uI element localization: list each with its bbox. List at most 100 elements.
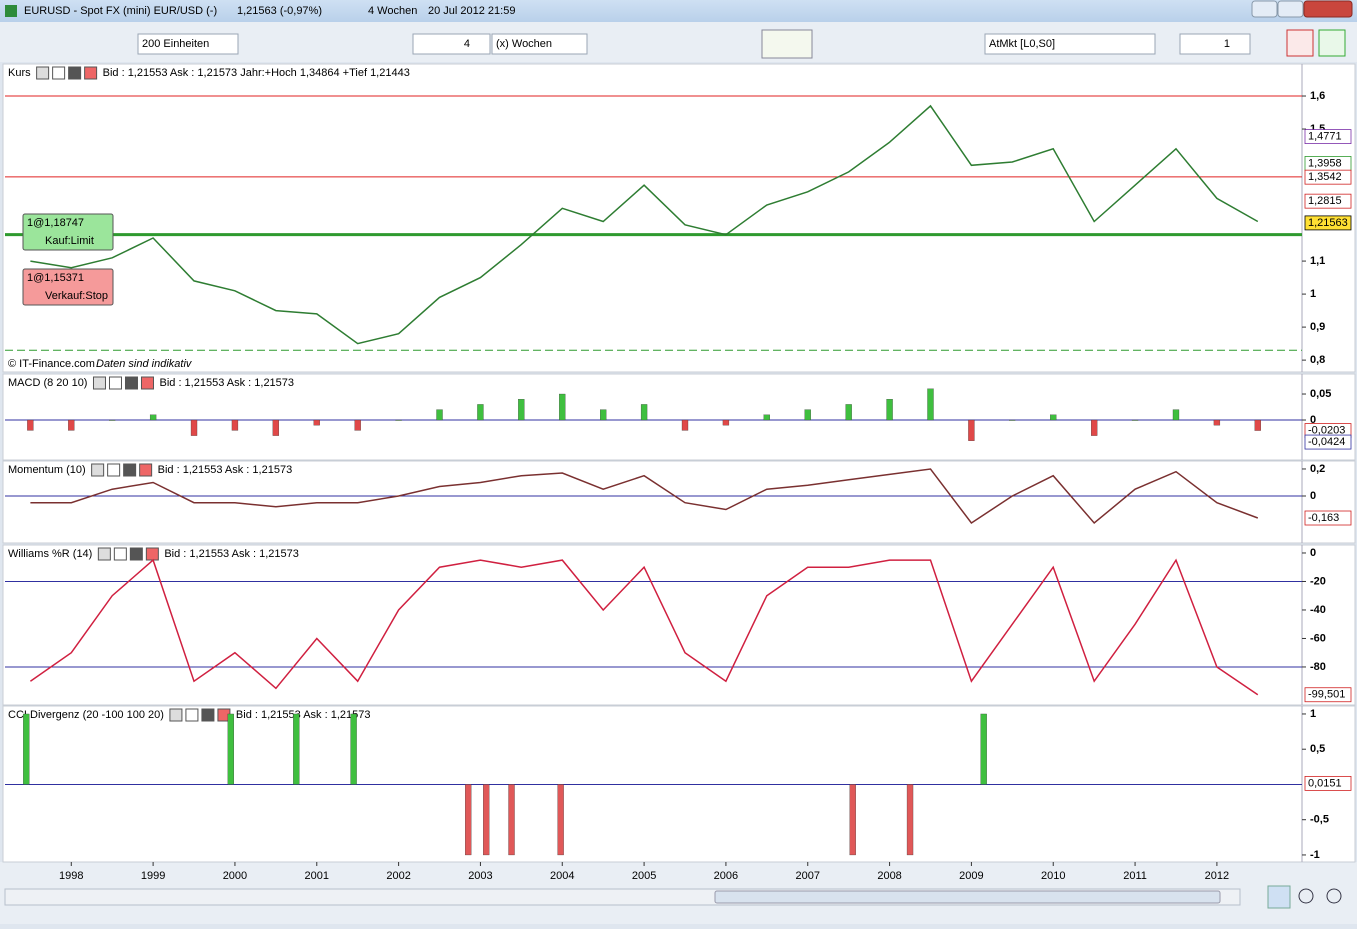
bar bbox=[968, 419, 975, 441]
close-button[interactable] bbox=[1303, 0, 1353, 18]
bar bbox=[109, 419, 116, 421]
zoom-fit-button[interactable] bbox=[1267, 885, 1291, 909]
bar bbox=[849, 784, 856, 856]
y-tick-label: 0,9 bbox=[1310, 321, 1325, 333]
value-badge-label: 1,3542 bbox=[1308, 171, 1342, 183]
bar bbox=[465, 784, 472, 856]
panel-tool[interactable] bbox=[92, 376, 106, 390]
bar bbox=[722, 419, 730, 426]
panel-tool[interactable] bbox=[129, 547, 143, 561]
panel-tool[interactable] bbox=[68, 66, 82, 80]
y-tick-label: 0,5 bbox=[1310, 743, 1325, 755]
x-tick-label: 2000 bbox=[223, 870, 247, 882]
bar bbox=[640, 404, 648, 421]
quantity-input[interactable] bbox=[1179, 33, 1251, 55]
panel-title: CCI Divergenz (20 -100 100 20) bbox=[8, 709, 164, 721]
panel-title: Momentum (10) bbox=[8, 464, 86, 476]
x-tick-label: 2002 bbox=[386, 870, 410, 882]
panel-tool[interactable] bbox=[91, 463, 105, 477]
panel-tool[interactable] bbox=[145, 547, 159, 561]
panel-title: Williams %R (14) bbox=[8, 548, 92, 560]
period-unit-value: (x) Wochen bbox=[496, 38, 552, 50]
value-badge-label: -0,0203 bbox=[1308, 424, 1345, 436]
x-tick-label: 2012 bbox=[1205, 870, 1229, 882]
panel-tool[interactable] bbox=[185, 708, 199, 722]
units-select[interactable] bbox=[137, 33, 239, 55]
value-badge-label: -0,0424 bbox=[1308, 436, 1345, 448]
indicator-button[interactable] bbox=[761, 29, 813, 59]
value-badge bbox=[1304, 129, 1352, 144]
y-tick-label: 0 bbox=[1310, 490, 1316, 502]
panel-tool[interactable] bbox=[169, 708, 183, 722]
value-badge-label: 1,3958 bbox=[1308, 157, 1342, 169]
x-tick-label: 1999 bbox=[141, 870, 165, 882]
minimize-button[interactable] bbox=[1251, 0, 1278, 18]
panel-tool[interactable] bbox=[139, 463, 153, 477]
y-tick-label: 0,2 bbox=[1310, 463, 1325, 475]
panel-tool[interactable] bbox=[201, 708, 215, 722]
value-badge bbox=[1304, 215, 1352, 231]
x-tick-label: 2006 bbox=[714, 870, 738, 882]
panel-subtitle: Bid : 1,21553 Ask : 1,21573 bbox=[159, 377, 294, 389]
bar bbox=[1050, 414, 1057, 421]
bar bbox=[313, 419, 320, 426]
y-tick-label: 0,05 bbox=[1310, 388, 1331, 400]
value-badge bbox=[1304, 687, 1352, 703]
order-box[interactable] bbox=[22, 268, 114, 306]
value-badge-label: -99,501 bbox=[1308, 689, 1345, 701]
x-tick-label: 2010 bbox=[1041, 870, 1065, 882]
order-mode-value: AtMkt [L0,S0] bbox=[989, 38, 1055, 50]
bar bbox=[1009, 419, 1016, 421]
y-tick-label: 1 bbox=[1310, 288, 1316, 300]
bar bbox=[980, 713, 987, 785]
period-unit-select[interactable] bbox=[491, 33, 588, 55]
panel-tool[interactable] bbox=[108, 376, 122, 390]
panel-tool[interactable] bbox=[124, 376, 138, 390]
zoom-out-button[interactable] bbox=[1298, 888, 1314, 904]
panel-tool[interactable] bbox=[113, 547, 127, 561]
window-last: 1,21563 (-0,97%) bbox=[237, 5, 322, 17]
x-tick-label: 2003 bbox=[468, 870, 492, 882]
scroll-thumb[interactable] bbox=[714, 890, 1221, 904]
maximize-button[interactable] bbox=[1277, 0, 1304, 18]
app-icon bbox=[5, 5, 17, 17]
value-badge-label: 1,21563 bbox=[1308, 217, 1348, 229]
order-mode-select[interactable] bbox=[984, 33, 1156, 55]
bar bbox=[436, 409, 443, 421]
bar bbox=[293, 713, 300, 785]
period-count[interactable] bbox=[412, 33, 491, 55]
sell-button[interactable] bbox=[1286, 29, 1314, 57]
bar bbox=[804, 409, 811, 421]
series-line bbox=[30, 468, 1259, 525]
bar bbox=[559, 393, 566, 421]
order-box[interactable] bbox=[22, 213, 114, 251]
bar bbox=[272, 419, 280, 436]
panel bbox=[2, 544, 1356, 706]
bar bbox=[227, 713, 234, 785]
bar bbox=[190, 419, 198, 436]
x-tick-label: 2004 bbox=[550, 870, 574, 882]
panel-tool[interactable] bbox=[140, 376, 154, 390]
title-bar bbox=[0, 0, 1357, 22]
x-tick-label: 2009 bbox=[959, 870, 983, 882]
buy-button[interactable] bbox=[1318, 29, 1346, 57]
panel-tool[interactable] bbox=[123, 463, 137, 477]
window-title: EURUSD - Spot FX (mini) EUR/USD (-) bbox=[24, 5, 217, 17]
panel-tool[interactable] bbox=[84, 66, 98, 80]
value-badge bbox=[1304, 169, 1352, 185]
order-label: 1@1,15371 bbox=[27, 272, 84, 284]
bar bbox=[906, 784, 914, 856]
value-badge bbox=[1304, 775, 1352, 791]
panel-tool[interactable] bbox=[36, 66, 50, 80]
panel-title: MACD (8 20 10) bbox=[8, 377, 87, 389]
panel-tool[interactable] bbox=[97, 547, 111, 561]
panel-title: Kurs bbox=[8, 67, 31, 79]
panel-tool[interactable] bbox=[107, 463, 121, 477]
panel-tool[interactable] bbox=[52, 66, 66, 80]
y-tick-label: 0,8 bbox=[1310, 354, 1325, 366]
value-badge-label: 1,2815 bbox=[1308, 195, 1342, 207]
panel bbox=[2, 373, 1356, 461]
bar bbox=[845, 404, 852, 421]
zoom-in-button[interactable] bbox=[1326, 888, 1342, 904]
